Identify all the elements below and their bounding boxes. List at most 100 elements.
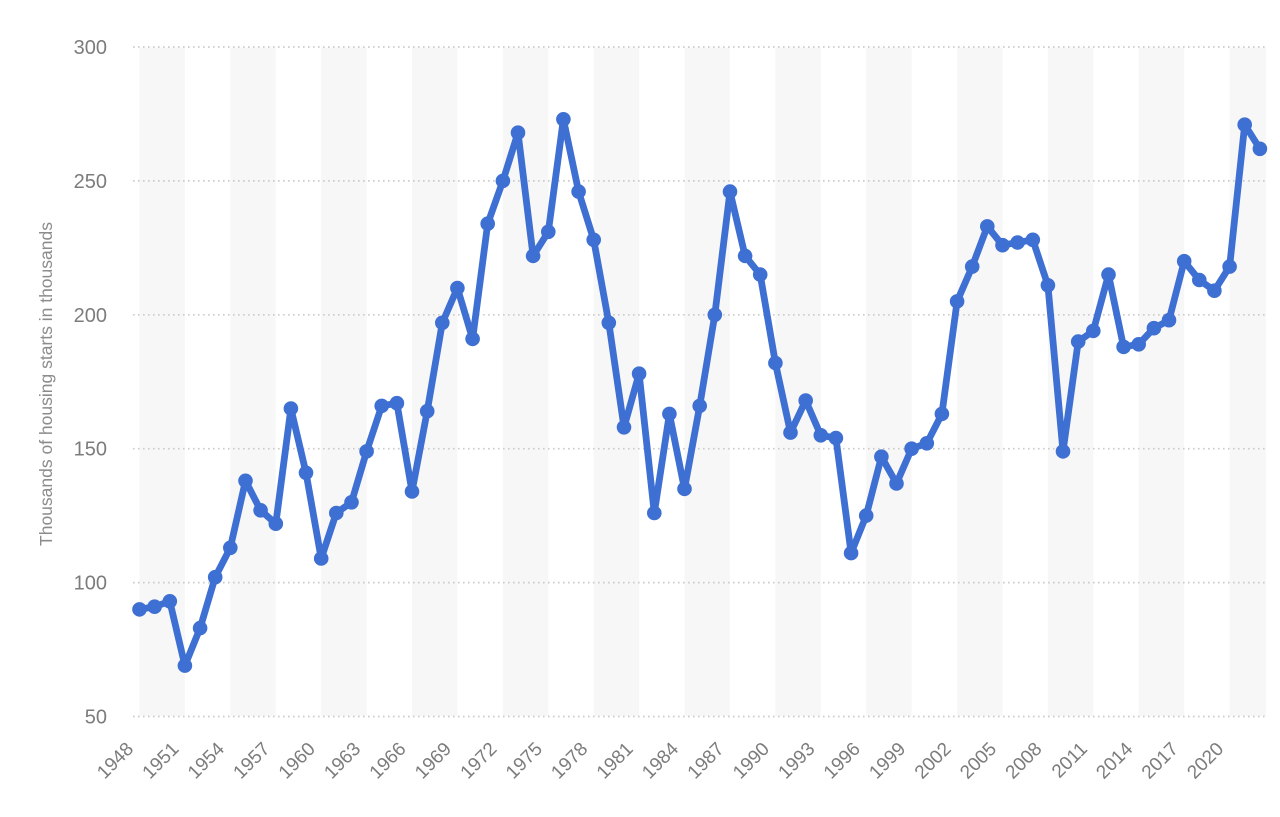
data-point[interactable] xyxy=(828,430,844,446)
data-point[interactable] xyxy=(1055,444,1071,459)
data-point[interactable] xyxy=(647,505,662,521)
background-bands xyxy=(139,47,1266,716)
data-point[interactable] xyxy=(934,406,950,422)
x-tick-label: 2014 xyxy=(1092,738,1137,783)
data-point[interactable] xyxy=(1010,235,1025,250)
data-point[interactable] xyxy=(1086,323,1101,339)
data-point[interactable] xyxy=(1252,141,1268,157)
data-point[interactable] xyxy=(631,366,647,382)
data-point[interactable] xyxy=(964,259,980,274)
y-tick-label: 300 xyxy=(74,37,107,59)
data-point[interactable] xyxy=(1070,334,1086,349)
data-point[interactable] xyxy=(995,237,1010,253)
data-point[interactable] xyxy=(283,401,299,416)
data-point[interactable] xyxy=(949,294,965,309)
y-tick-label: 250 xyxy=(74,171,107,193)
x-tick-label: 1951 xyxy=(139,739,184,784)
data-point[interactable] xyxy=(465,331,480,347)
x-tick-label: 1963 xyxy=(320,739,365,784)
data-point[interactable] xyxy=(858,508,874,523)
data-point[interactable] xyxy=(1025,232,1041,248)
plot-band xyxy=(502,47,549,716)
data-point[interactable] xyxy=(752,267,768,282)
data-point[interactable] xyxy=(313,551,329,566)
data-point[interactable] xyxy=(768,355,783,371)
data-point[interactable] xyxy=(904,441,919,457)
data-point[interactable] xyxy=(843,545,859,561)
data-point[interactable] xyxy=(1040,278,1056,293)
x-tick-label: 2011 xyxy=(1048,739,1092,783)
data-point[interactable] xyxy=(253,503,268,518)
data-point[interactable] xyxy=(510,125,526,140)
plot-band xyxy=(139,47,185,716)
data-point[interactable] xyxy=(344,495,359,510)
data-point[interactable] xyxy=(707,307,723,323)
plot-band xyxy=(1229,47,1266,716)
data-point[interactable] xyxy=(495,173,511,189)
data-point[interactable] xyxy=(1131,337,1146,352)
data-point[interactable] xyxy=(450,280,465,296)
plot-band xyxy=(866,47,912,716)
data-point[interactable] xyxy=(480,216,496,231)
data-point[interactable] xyxy=(798,393,813,408)
data-point[interactable] xyxy=(919,436,935,451)
data-point[interactable] xyxy=(616,420,632,435)
data-point[interactable] xyxy=(1176,253,1192,269)
data-point[interactable] xyxy=(1222,259,1237,274)
data-point[interactable] xyxy=(1101,267,1116,282)
data-point[interactable] xyxy=(132,602,147,617)
data-point[interactable] xyxy=(889,476,904,491)
data-point[interactable] xyxy=(874,449,889,465)
data-point[interactable] xyxy=(1207,283,1222,299)
data-point[interactable] xyxy=(586,232,601,248)
data-point[interactable] xyxy=(223,540,238,556)
data-point[interactable] xyxy=(571,184,586,199)
data-point[interactable] xyxy=(147,599,162,614)
x-tick-label: 2017 xyxy=(1138,739,1183,784)
y-tick-label: 200 xyxy=(74,305,107,327)
x-tick-label: 2005 xyxy=(956,739,1001,784)
data-point[interactable] xyxy=(268,516,284,531)
data-point[interactable] xyxy=(404,484,420,499)
x-tick-labels: 1948 1951 1954 1957 1960 1963 1966 1969 1972 1975… xyxy=(93,738,1228,783)
data-point[interactable] xyxy=(1237,117,1252,132)
data-point[interactable] xyxy=(419,403,435,419)
data-point[interactable] xyxy=(980,219,995,234)
data-point[interactable] xyxy=(692,398,707,414)
data-point[interactable] xyxy=(722,184,738,199)
data-point[interactable] xyxy=(298,465,314,481)
data-point[interactable] xyxy=(783,425,798,440)
data-point[interactable] xyxy=(238,473,253,489)
x-tick-label: 2002 xyxy=(911,739,956,784)
data-point[interactable] xyxy=(329,505,344,521)
data-point[interactable] xyxy=(1161,312,1177,328)
x-tick-label: 1999 xyxy=(865,739,910,784)
data-point[interactable] xyxy=(359,444,374,459)
data-point[interactable] xyxy=(541,224,556,240)
data-point[interactable] xyxy=(737,248,753,264)
x-tick-label: 1975 xyxy=(502,739,547,784)
data-point[interactable] xyxy=(162,594,178,609)
data-point[interactable] xyxy=(556,112,571,127)
data-point[interactable] xyxy=(1146,320,1162,336)
data-point[interactable] xyxy=(435,315,450,331)
data-point[interactable] xyxy=(677,481,692,497)
data-point[interactable] xyxy=(525,248,541,264)
data-point[interactable] xyxy=(374,398,390,414)
plot-band xyxy=(957,47,1003,716)
data-point[interactable] xyxy=(662,406,677,422)
data-point[interactable] xyxy=(389,395,405,411)
data-point[interactable] xyxy=(813,428,829,443)
x-tick-label: 1993 xyxy=(775,739,820,784)
data-point[interactable] xyxy=(1192,272,1207,288)
data-point[interactable] xyxy=(207,569,223,585)
data-point[interactable] xyxy=(177,658,193,673)
y-tick-label: 150 xyxy=(74,439,107,461)
data-point[interactable] xyxy=(601,315,617,331)
y-axis-title: Thousands of housing starts in thousands xyxy=(36,222,56,546)
data-point[interactable] xyxy=(192,620,208,636)
data-point[interactable] xyxy=(1116,339,1131,355)
x-tick-label: 1996 xyxy=(820,739,865,784)
x-tick-label: 1960 xyxy=(275,739,320,784)
